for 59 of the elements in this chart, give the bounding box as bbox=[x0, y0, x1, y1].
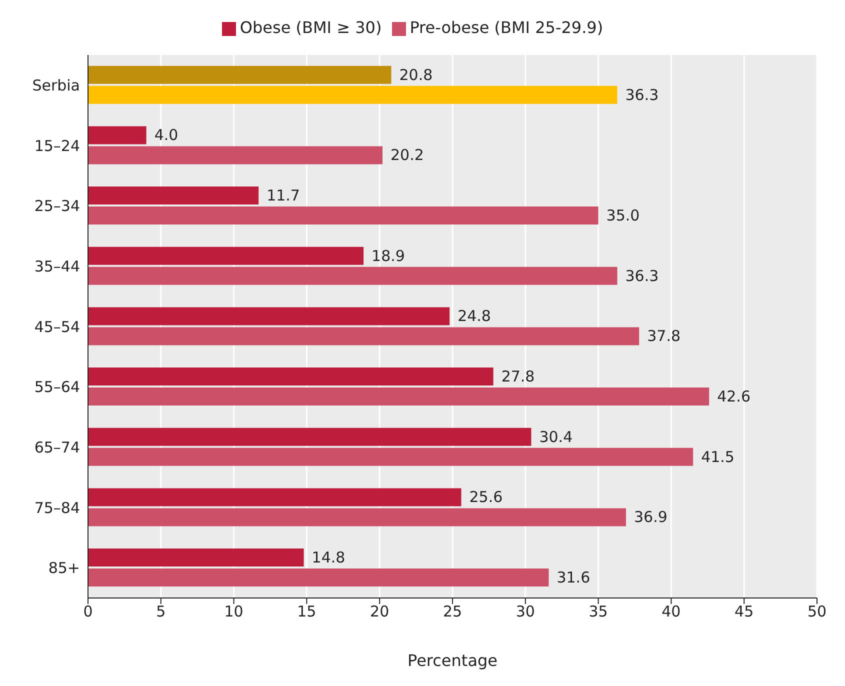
bar bbox=[88, 327, 640, 346]
bar bbox=[88, 448, 694, 466]
y-tick-label: 55–64 bbox=[34, 378, 80, 396]
y-tick-label: Serbia bbox=[32, 76, 80, 94]
y-tick-label: 45–54 bbox=[34, 318, 80, 336]
data-label: 4.0 bbox=[154, 126, 178, 144]
y-tick-label: 75–84 bbox=[34, 498, 80, 517]
data-label: 24.8 bbox=[458, 307, 491, 326]
x-tick-label: 40 bbox=[662, 602, 681, 621]
x-tick-label: 10 bbox=[224, 602, 244, 621]
y-tick-label: 35–44 bbox=[34, 257, 80, 276]
x-tick-label: 35 bbox=[588, 602, 608, 621]
data-label: 25.6 bbox=[469, 488, 503, 506]
legend-label: Obese (BMI ≥ 30) bbox=[240, 18, 382, 37]
bar bbox=[88, 548, 304, 567]
data-label: 11.7 bbox=[266, 186, 300, 205]
data-label: 36.3 bbox=[625, 86, 659, 104]
x-tick-label: 5 bbox=[156, 602, 166, 621]
data-label: 14.8 bbox=[312, 548, 346, 567]
data-label: 36.3 bbox=[625, 266, 659, 285]
bar bbox=[88, 568, 549, 587]
x-tick-label: 15 bbox=[297, 602, 316, 621]
data-label: 41.5 bbox=[701, 448, 734, 466]
x-tick-label: 25 bbox=[442, 602, 462, 621]
data-label: 31.6 bbox=[556, 568, 590, 587]
data-label: 36.9 bbox=[634, 508, 668, 526]
bar bbox=[88, 86, 618, 104]
bar bbox=[88, 307, 450, 326]
y-tick-label: 85+ bbox=[48, 559, 80, 578]
data-label: 30.4 bbox=[539, 428, 573, 446]
data-label: 20.2 bbox=[390, 146, 424, 164]
bar bbox=[88, 186, 259, 205]
bar bbox=[88, 246, 364, 265]
data-label: 37.8 bbox=[647, 327, 681, 346]
data-label: 27.8 bbox=[501, 368, 535, 386]
bar bbox=[88, 368, 494, 386]
bar bbox=[88, 388, 710, 406]
legend-label: Pre-obese (BMI 25-29.9) bbox=[410, 18, 604, 37]
bar bbox=[88, 428, 532, 446]
data-label: 42.6 bbox=[717, 388, 751, 406]
y-tick-label: 15–24 bbox=[34, 136, 80, 155]
y-tick-label: 65–74 bbox=[34, 438, 80, 456]
x-tick-label: 0 bbox=[83, 602, 93, 621]
bar bbox=[88, 146, 383, 164]
bar bbox=[88, 508, 626, 526]
y-tick-label: 25–34 bbox=[34, 197, 80, 216]
x-tick-label: 20 bbox=[370, 602, 390, 621]
data-label: 20.8 bbox=[399, 66, 433, 84]
x-tick-label: 50 bbox=[807, 602, 827, 621]
data-label: 18.9 bbox=[372, 246, 405, 265]
data-label: 35.0 bbox=[606, 206, 640, 225]
bar bbox=[88, 66, 392, 84]
bar bbox=[88, 266, 618, 285]
x-tick-label: 45 bbox=[734, 602, 754, 621]
bar bbox=[88, 488, 462, 506]
bar bbox=[88, 126, 146, 144]
x-tick-label: 30 bbox=[516, 602, 535, 621]
x-axis-title: Percentage bbox=[407, 651, 498, 670]
bar bbox=[88, 206, 598, 225]
